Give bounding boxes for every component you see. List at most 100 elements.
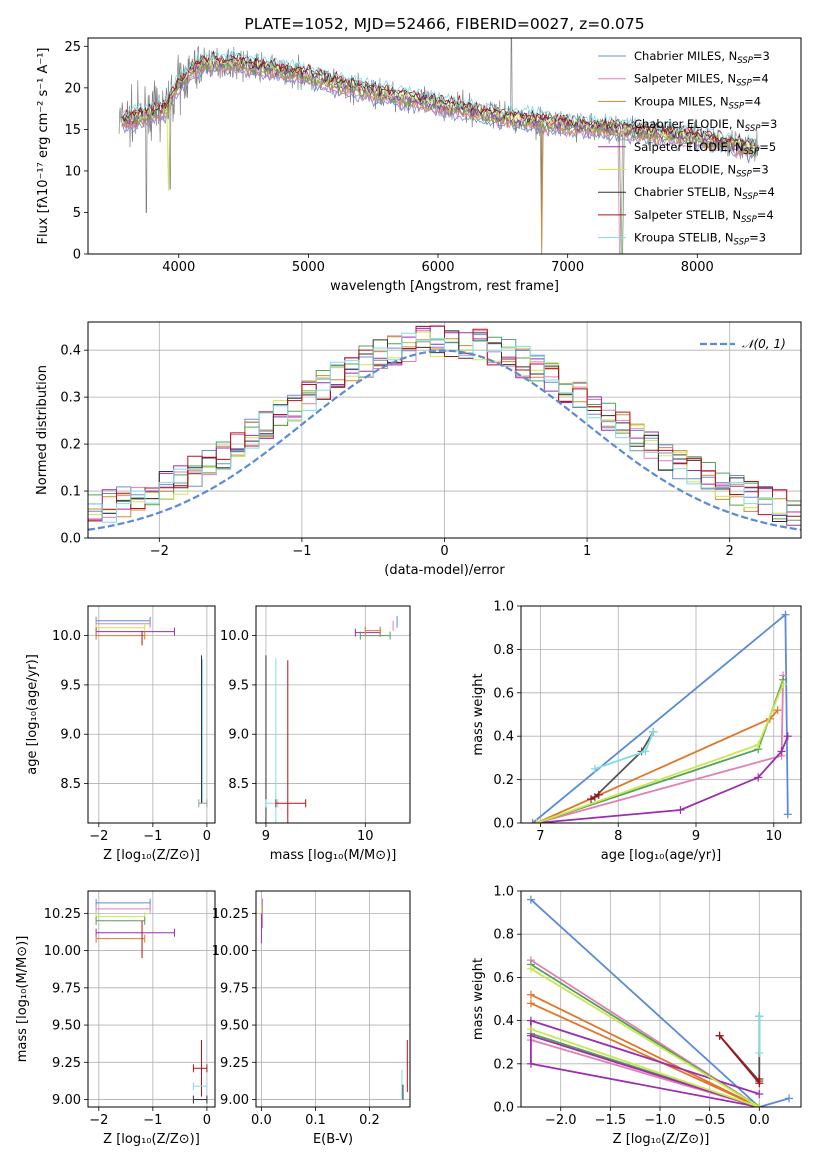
y-tick-label: 0.0 [493, 817, 514, 832]
y-tick-label: 9.00 [220, 1093, 249, 1108]
x-tick-label: 0 [203, 829, 211, 844]
y-tick-label: 15 [64, 123, 81, 138]
x-tick-label: 10 [357, 829, 374, 844]
y-tick-label: 0.6 [493, 971, 514, 986]
x-tick-label: 2 [726, 544, 734, 559]
legend-label-subscript: SSP [741, 215, 757, 225]
legend-label-name: Kroupa MILES, N [634, 94, 729, 108]
x-tick-label: 9 [692, 829, 700, 844]
legend-label: Chabrier MILES, NSSP=3 [634, 49, 770, 66]
legend-label-count: =3 [749, 231, 766, 245]
axes-frame [87, 890, 216, 1108]
panel-age_vs_mass: 9 10 8.5 9.0 9.5 10.0 mass [log₁₀(M/M⊙)] [220, 605, 411, 863]
y-tick-label: 9.25 [52, 1056, 81, 1071]
panel-mass_weight_vs_Z: −2.0 −1.5 −1.0 −0.5 0.0 0.0 0.2 0.4 0.6 0.8 1.0 Z [… [471, 885, 802, 1147]
y-tick-label: 10.0 [220, 629, 249, 644]
y-tick-label: 0.0 [60, 532, 81, 547]
axes-frame [255, 605, 411, 824]
legend-label-count: =4 [752, 72, 769, 86]
y-tick-label: 0.3 [60, 391, 81, 406]
y-tick-label: 8.5 [228, 777, 249, 792]
y-tick-label: 9.0 [228, 728, 249, 743]
x-tick-label: −2.0 [545, 1113, 577, 1128]
y-tick-label: 0.8 [493, 928, 514, 943]
y-tick-label: 0 [73, 248, 81, 263]
legend-label-count: =3 [753, 49, 770, 63]
mass-weight-line [590, 794, 600, 800]
y-tick-label: 10.0 [52, 629, 81, 644]
x-tick-label: 10 [766, 829, 783, 844]
x-tick-label: 9 [262, 829, 270, 844]
mass-weight-line [718, 1016, 761, 1084]
x-tick-label: 6000 [421, 260, 454, 275]
plot-area-age_vs_mass [265, 615, 398, 823]
y-tick-label: 0.6 [493, 686, 514, 701]
x-axis-label: mass [log₁₀(M/M⊙)] [270, 848, 397, 863]
y-tick-label: 0.1 [60, 485, 81, 500]
legend-label-name: Kroupa STELIB, N [634, 231, 734, 245]
y-tick-label: 9.5 [228, 678, 249, 693]
y-tick-label: 0.0 [493, 1101, 514, 1116]
legend-label: Kroupa ELODIE, NSSP=3 [634, 163, 769, 180]
x-axis-label: Z [log₁₀(Z/Z⊙)] [103, 848, 200, 863]
plot-area-age_vs_Z [95, 616, 208, 808]
plot-area-mass_vs_Z [95, 898, 208, 1104]
x-tick-label: 8 [614, 829, 622, 844]
y-tick-label: 10.25 [44, 907, 81, 922]
legend-label-name: Salpeter MILES, N [634, 72, 736, 86]
mass-weight-line [530, 959, 760, 1107]
x-tick-label: 0.0 [749, 1113, 770, 1128]
y-tick-label: 1.0 [493, 600, 514, 615]
legend-label: Kroupa STELIB, NSSP=3 [634, 231, 766, 248]
axes-frame [520, 605, 802, 824]
y-tick-label: 10.00 [44, 944, 81, 959]
x-tick-label: 7 [536, 829, 544, 844]
mass-weight-line [594, 731, 655, 770]
model-spectrum-line [121, 61, 755, 254]
y-tick-label: 10 [64, 164, 81, 179]
y-tick-label: 0.4 [60, 344, 81, 359]
model-spectrum-line [121, 58, 756, 254]
y-tick-label: 0.4 [493, 1014, 514, 1029]
legend-label: 𝒩(0, 1) [742, 337, 786, 351]
model-spectrum-line [121, 48, 756, 146]
plot-area-spectrum [118, 38, 760, 254]
axes-frame [87, 605, 216, 824]
x-axis-label: E(B-V) [313, 1132, 353, 1147]
y-axis-label: mass weight [471, 673, 486, 755]
x-tick-label: −2 [89, 829, 108, 844]
legend-label: Salpeter MILES, NSSP=4 [634, 72, 769, 89]
y-tick-label: 9.75 [52, 981, 81, 996]
x-axis-label: Z [log₁₀(Z/Z⊙)] [613, 1132, 710, 1147]
y-tick-label: 8.5 [60, 777, 81, 792]
normal-reference-curve [88, 349, 801, 531]
x-tick-label: 1 [583, 544, 591, 559]
axes-frame [520, 890, 802, 1108]
plot-area-mass_weight_vs_Z [526, 895, 794, 1107]
legend-label-name: Chabrier MILES, N [634, 49, 737, 63]
x-axis-label: (data-model)/error [384, 563, 505, 578]
legend-label-subscript: SSP [736, 170, 752, 180]
legend-label-subscript: SSP [729, 101, 745, 111]
y-tick-label: 1.0 [493, 885, 514, 900]
model-spectrum-line [121, 50, 756, 147]
x-tick-label: −2 [150, 544, 169, 559]
mass-weight-line [536, 679, 784, 823]
y-tick-label: 25 [64, 40, 81, 55]
x-tick-label: 0.2 [359, 1113, 380, 1128]
panel-mass_vs_Z: −2 −1 0 9.00 9.25 9.50 9.75 10.00 10.25 Z [log₁₀(… [15, 890, 216, 1147]
y-tick-label: 9.25 [220, 1056, 249, 1071]
y-axis-label: Normed distribution [35, 365, 50, 495]
legend-label: Chabrier ELODIE, NSSP=3 [634, 117, 777, 134]
x-tick-label: 0.1 [305, 1113, 326, 1128]
x-tick-label: 8000 [681, 260, 714, 275]
legend-label-name: Kroupa ELODIE, N [634, 163, 736, 177]
x-tick-label: 0 [203, 1113, 211, 1128]
y-tick-label: 9.50 [220, 1019, 249, 1034]
plot-area-mass_vs_ebv [260, 898, 408, 1100]
y-tick-label: 0.8 [493, 643, 514, 658]
legend-label: Salpeter STELIB, NSSP=4 [634, 208, 774, 225]
model-spectrum-line [121, 55, 756, 191]
